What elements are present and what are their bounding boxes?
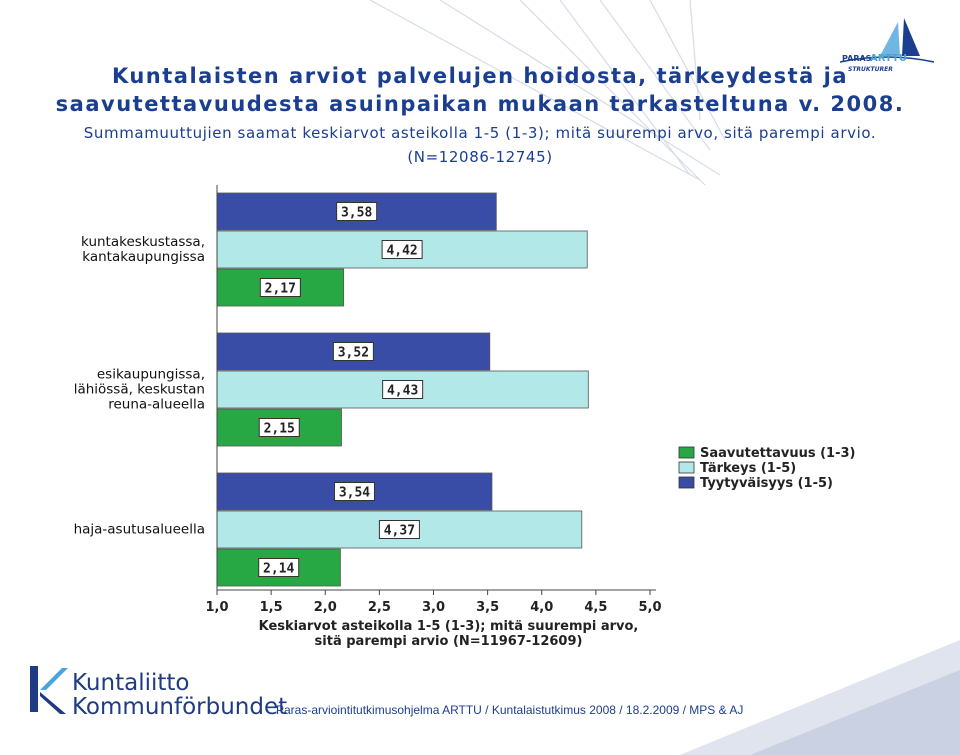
kommunforbundet-name: Kommunförbundet [72,694,288,720]
legend-label: Tärkeys (1-5) [700,461,796,476]
subtitle-line-2: (N=12086-12745) [407,148,553,166]
subtitle-line-1: Summamuuttujien saamat keskiarvot asteik… [83,124,877,142]
data-label-box [378,520,420,539]
x-axis-label-line-2: sitä parempi arvio (N=11967-12609) [315,634,583,649]
x-tick-label: 2,5 [368,600,391,615]
kuntaliitto-name: Kuntaliitto [72,670,190,696]
title-line-1: Kuntalaisten arviot palvelujen hoidosta,… [111,64,849,88]
data-label: 2,15 [264,422,295,437]
data-label-box [258,558,300,577]
x-tick-label: 3,0 [422,600,445,615]
paras-arttu-logo: PARAS ARTTU STRUKTURER [839,18,935,73]
x-axis-label-line-1: Keskiarvot asteikolla 1-5 (1-3); mitä su… [259,619,639,634]
arttu-word: ARTTU [870,53,907,64]
data-label-box [381,240,423,259]
data-label: 4,43 [387,384,418,399]
legend-label: Tyytyväisyys (1-5) [700,476,833,491]
data-label-box [259,278,301,297]
category-label: kantakaupungissa [82,249,205,265]
data-label-box [382,380,424,399]
data-label: 2,17 [265,282,296,297]
paras-word: PARAS [842,54,872,63]
legend-swatch [678,446,695,459]
kuntaliitto-logo-mark [30,666,68,714]
bar-chart: 3,58 4,42 2,17 3,52 4,43 2,15 3,54 4,37 2,14 kun… [74,185,856,649]
strukturer-word: STRUKTURER [848,66,893,73]
x-tick-label: 1,5 [260,600,283,615]
legend-swatch [678,461,695,474]
category-label: lähiössä, keskustan [74,382,205,398]
data-label: 3,54 [339,486,370,501]
legend-label: Saavutettavuus (1-3) [700,446,856,461]
x-tick-label: 4,0 [530,600,553,615]
data-label: 2,14 [263,562,294,577]
data-label: 4,42 [386,244,417,259]
x-tick-label: 3,5 [476,600,499,615]
data-label-box [336,202,378,221]
decorative-wedge [680,640,960,755]
data-label: 4,37 [384,524,415,539]
category-label: kuntakeskustassa, [81,234,205,250]
data-label: 3,58 [341,206,372,221]
data-label-box [258,418,300,437]
category-label: reuna-alueella [108,397,205,413]
data-label-box [333,482,375,501]
x-tick-label: 1,0 [205,600,228,615]
data-label: 3,52 [338,346,369,361]
title-line-2: saavutettavuudesta asuinpaikan mukaan ta… [55,92,905,116]
footer-text: Paras-arviointitutkimusohjelma ARTTU / K… [276,703,744,717]
category-label: haja-asutusalueella [74,522,205,538]
x-tick-label: 2,0 [314,600,337,615]
category-label: esikaupungissa, [97,367,205,383]
legend-swatch [678,476,695,489]
x-tick-label: 5,0 [638,600,661,615]
data-label-box [332,342,374,361]
x-tick-label: 4,5 [584,600,607,615]
